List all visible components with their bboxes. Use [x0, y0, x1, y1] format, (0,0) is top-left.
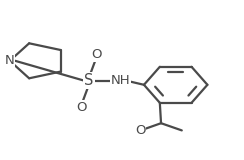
Text: S: S: [84, 73, 94, 88]
Text: N: N: [5, 54, 15, 67]
Text: NH: NH: [111, 74, 131, 87]
Text: O: O: [91, 48, 102, 61]
Text: O: O: [76, 101, 87, 114]
Text: O: O: [135, 124, 146, 137]
